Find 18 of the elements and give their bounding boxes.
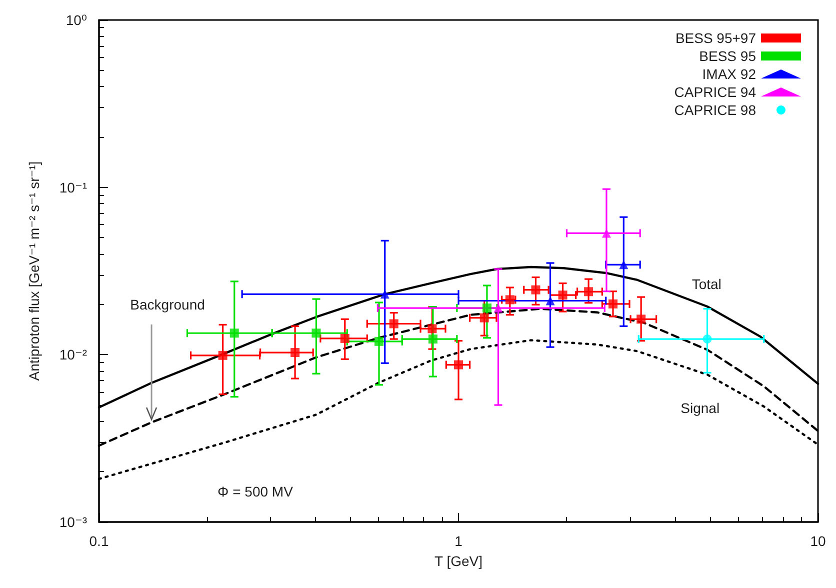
annotation: Background (130, 296, 205, 312)
legend-label: BESS 95 (699, 48, 756, 64)
y-tick-label: 10⁻² (59, 346, 88, 363)
x-axis-title: T [GeV] (434, 553, 482, 569)
legend-label: CAPRICE 98 (674, 102, 756, 118)
y-axis-title: Antiproton flux [GeV⁻¹ m⁻² s⁻¹ sr⁻¹] (26, 161, 42, 381)
series-label: Signal (680, 400, 720, 416)
legend-label: IMAX 92 (702, 66, 756, 82)
y-tick-label: 10⁰ (66, 12, 88, 28)
y-tick-label: 10⁻¹ (59, 179, 88, 196)
series-label: Total (692, 276, 722, 292)
y-tick-label: 10⁻³ (59, 514, 88, 530)
x-tick-label: 1 (454, 533, 463, 549)
x-tick-label: 10 (810, 533, 826, 549)
x-tick-label: 0.1 (89, 533, 109, 549)
annotation: Φ = 500 MV (218, 484, 294, 500)
legend-label: CAPRICE 94 (674, 84, 756, 100)
legend-label: BESS 95+97 (675, 30, 756, 46)
